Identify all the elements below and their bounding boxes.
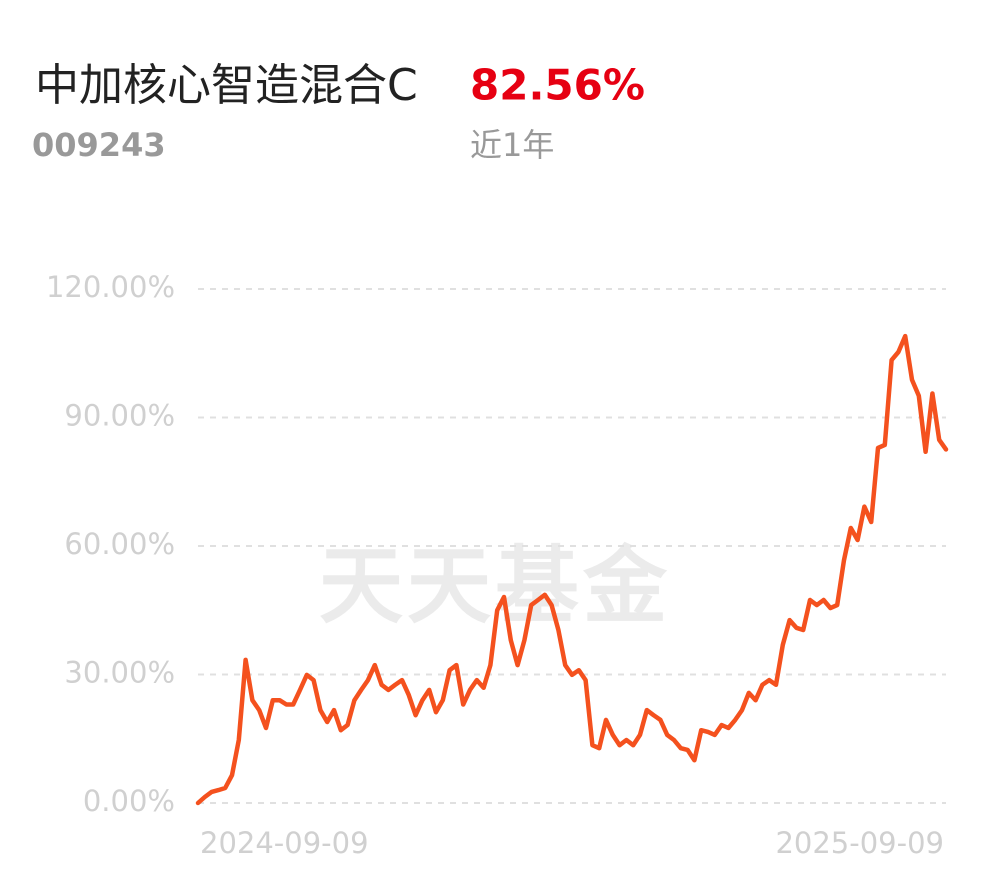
watermark: 天天基金 <box>319 537 671 635</box>
return-value: 82.56% <box>470 61 645 110</box>
y-tick-label: 120.00% <box>46 270 175 304</box>
x-tick-label: 2024-09-09 <box>200 826 369 860</box>
y-tick-label: 60.00% <box>64 527 175 561</box>
y-tick-label: 90.00% <box>64 399 175 433</box>
series-line <box>195 333 949 806</box>
fund-code: 009243 <box>32 126 166 164</box>
x-tick-label: 2025-09-09 <box>775 826 944 860</box>
period-label: 近1年 <box>470 126 554 164</box>
y-tick-label: 30.00% <box>64 656 175 690</box>
fund-name: 中加核心智造混合C <box>35 60 418 111</box>
y-tick-label: 0.00% <box>83 784 175 818</box>
